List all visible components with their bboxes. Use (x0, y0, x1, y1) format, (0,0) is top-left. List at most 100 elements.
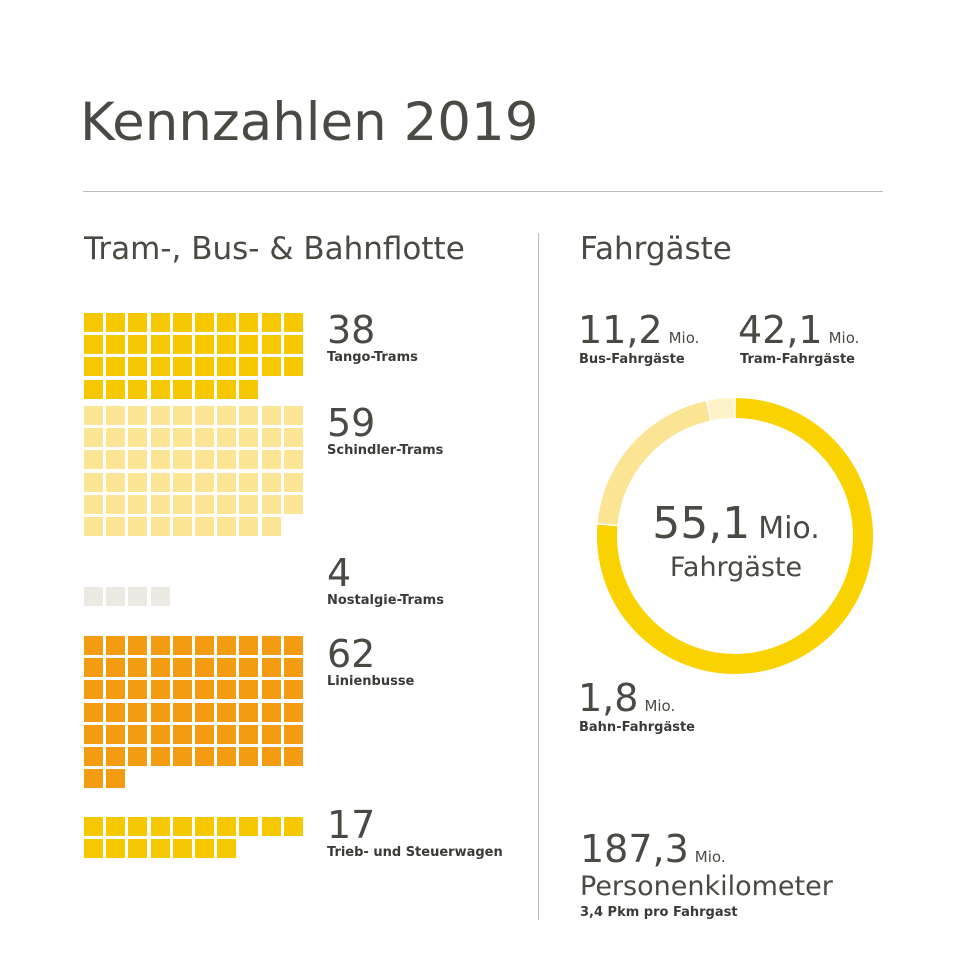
waffle-square (239, 817, 259, 836)
waffle-square (239, 335, 259, 355)
waffle-square (172, 817, 192, 836)
waffle-square (84, 406, 103, 425)
waffle-square (106, 658, 126, 678)
waffle-square (283, 747, 303, 766)
waffle-square (84, 724, 103, 744)
waffle-square (172, 494, 192, 514)
waffle-square (217, 406, 237, 425)
waffle-square (106, 450, 126, 470)
fleet-label-schindler: Schindler-Trams (327, 443, 444, 458)
waffle-square (195, 636, 214, 655)
waffle-square (195, 450, 214, 470)
waffle-square (239, 636, 259, 655)
waffle-square (239, 702, 259, 722)
pkm-number: 187,3 (580, 827, 689, 871)
waffle-square (283, 494, 303, 514)
waffle-square (239, 658, 259, 678)
waffle-square (261, 472, 281, 492)
waffle-square (217, 313, 237, 332)
waffle-square (128, 357, 148, 377)
pkm-value: 187,3 Mio. (580, 829, 726, 877)
waffle-square (195, 379, 214, 399)
waffle-square (283, 406, 303, 425)
waffle-square (217, 428, 237, 448)
waffle-square (150, 335, 170, 355)
waffle-square (150, 450, 170, 470)
waffle-square (172, 702, 192, 722)
waffle-square (261, 517, 281, 536)
fleet-value-busse: 62 (327, 632, 376, 676)
waffle-square (195, 747, 214, 766)
passengers-heading: Fahrgäste (580, 231, 732, 267)
fleet-waffle-chart (84, 313, 303, 859)
waffle-square (283, 450, 303, 470)
waffle-square (106, 379, 126, 399)
fleet-label-busse: Linienbusse (327, 674, 415, 689)
fleet-value-nostalgie: 4 (327, 551, 352, 595)
waffle-square (106, 494, 126, 514)
passengers-donut-chart (597, 398, 873, 674)
waffle-square (150, 724, 170, 744)
waffle-square (261, 406, 281, 425)
waffle-square (128, 817, 148, 836)
waffle-square (84, 472, 103, 492)
pkm-unit: Mio. (694, 848, 726, 866)
waffle-square (128, 450, 148, 470)
pkm-sub-label: 3,4 Pkm pro Fahrgast (580, 905, 738, 920)
column-divider (538, 233, 539, 920)
waffle-square (84, 636, 103, 655)
tram-passengers-number: 42,1 (738, 308, 823, 352)
waffle-square (195, 313, 214, 332)
waffle-square (261, 658, 281, 678)
waffle-square (172, 357, 192, 377)
waffle-square (283, 817, 303, 836)
waffle-square (283, 680, 303, 700)
waffle-square (217, 817, 237, 836)
waffle-square (84, 839, 103, 859)
waffle-square (195, 680, 214, 700)
fleet-label-nostalgie: Nostalgie-Trams (327, 593, 444, 608)
waffle-square (84, 769, 103, 789)
waffle-square (106, 724, 126, 744)
donut-slice-1 (597, 398, 873, 674)
pkm-label: Personenkilometer (580, 871, 833, 902)
waffle-square (172, 724, 192, 744)
waffle-square (239, 680, 259, 700)
waffle-square (106, 428, 126, 448)
waffle-square (84, 747, 103, 766)
fleet-value-tango: 38 (327, 308, 376, 352)
waffle-square (261, 335, 281, 355)
bus-passengers-value: 11,2 Mio. (578, 310, 699, 358)
waffle-square (84, 450, 103, 470)
waffle-square (283, 335, 303, 355)
waffle-square (195, 494, 214, 514)
waffle-square (84, 658, 103, 678)
waffle-square (128, 379, 148, 399)
waffle-square (128, 680, 148, 700)
waffle-square (106, 357, 126, 377)
donut-slice-3 (707, 398, 735, 421)
waffle-square (128, 724, 148, 744)
waffle-square (150, 313, 170, 332)
waffle-square (84, 680, 103, 700)
waffle-square (128, 702, 148, 722)
waffle-square (128, 335, 148, 355)
waffle-square (261, 357, 281, 377)
waffle-square (106, 680, 126, 700)
waffle-square (217, 658, 237, 678)
waffle-square (128, 494, 148, 514)
waffle-square (106, 636, 126, 655)
waffle-square (195, 702, 214, 722)
waffle-square (150, 817, 170, 836)
waffle-square (217, 335, 237, 355)
fleet-value-schindler: 59 (327, 401, 376, 445)
waffle-square (239, 494, 259, 514)
waffle-square (128, 747, 148, 766)
waffle-square (239, 428, 259, 448)
waffle-square (128, 636, 148, 655)
waffle-square (150, 517, 170, 536)
waffle-square (150, 428, 170, 448)
waffle-square (128, 406, 148, 425)
waffle-square (239, 747, 259, 766)
waffle-square (172, 313, 192, 332)
